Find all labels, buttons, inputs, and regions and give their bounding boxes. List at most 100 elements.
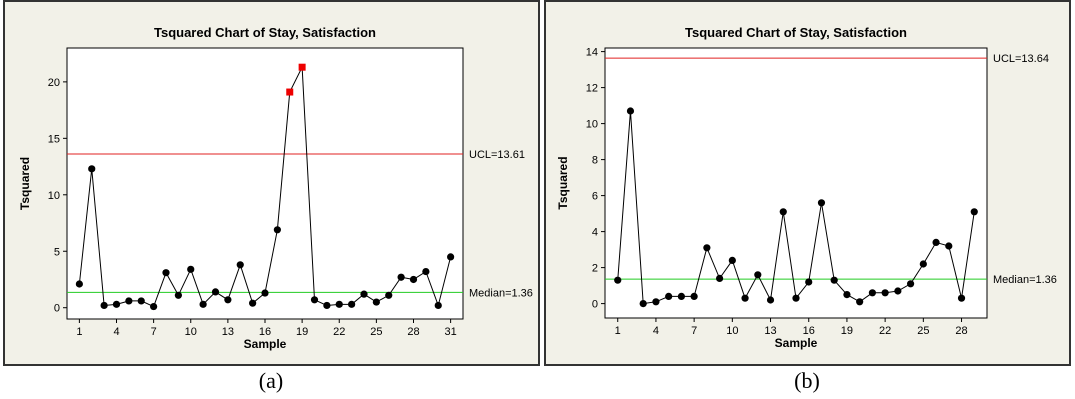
data-point [249,299,257,307]
y-tick-label: 10 [586,119,598,131]
x-tick-label: 22 [879,325,891,337]
data-point [677,292,685,300]
y-axis-label: Tsquared [556,156,570,209]
data-point [907,280,915,288]
data-point [690,292,698,300]
data-point [323,301,331,310]
data-point [187,265,195,273]
data-point [754,271,762,279]
tsquared-chart-a: Tsquared Chart of Stay, Satisfaction 0 5 10… [18,25,533,351]
x-tick-label: 25 [917,325,929,337]
y-tick-label: 12 [586,83,598,95]
data-point [75,280,83,288]
x-tick-label: 31 [445,326,457,338]
data-point [397,273,405,281]
data-point [273,226,281,234]
data-point [112,300,121,308]
data-point [150,302,158,311]
data-point [372,298,380,306]
data-point [385,291,393,299]
x-tick-label: 28 [955,325,967,337]
data-point [335,300,343,308]
outlier-point [298,63,306,71]
data-point [310,296,319,304]
data-point [125,297,133,305]
data-point [881,289,889,297]
data-point [639,300,647,308]
y-tick-label: 20 [48,77,60,89]
y-tick-label: 10 [48,190,60,202]
median-label: Median=1.36 [469,287,533,299]
data-point [422,267,430,276]
data-point [945,242,953,250]
data-point [766,296,775,304]
x-tick-label: 28 [407,326,419,338]
x-tick-label: 7 [691,325,697,337]
data-point [894,287,902,295]
data-point [174,291,182,299]
data-point [447,253,455,261]
x-tick-label: 19 [296,326,308,338]
ucl-label: UCL=13.61 [469,149,525,161]
x-tick-label: 13 [764,325,776,337]
data-point [236,261,244,269]
y-tick-label: 6 [592,191,598,203]
data-point [665,292,673,300]
chart-title: Tsquared Chart of Stay, Satisfaction [685,25,907,40]
y-tick-label: 0 [592,299,598,311]
data-point [817,199,826,207]
data-point [162,269,170,277]
data-point [626,107,635,115]
y-tick-label: 5 [54,246,60,258]
data-point [970,208,978,216]
x-axis-label: Sample [775,336,818,350]
data-point [211,288,220,296]
caption-a: (a) [258,368,284,393]
tsquared-chart-b: Tsquared Chart of Stay, Satisfaction 0 2 4 6… [556,25,1057,350]
data-point [614,276,622,284]
x-tick-label: 1 [615,325,621,337]
x-tick-label: 25 [370,326,382,338]
data-point [703,244,711,252]
data-point [88,165,96,173]
data-point [224,296,232,304]
outlier-point [286,88,294,96]
x-tick-label: 13 [222,326,234,338]
data-point [792,294,800,302]
x-tick-label: 1 [76,326,82,338]
x-tick-label: 22 [333,326,345,338]
chart-panel-a: Tsquared Chart of Stay, Satisfaction 0 5 10… [3,0,540,366]
data-point [728,256,736,264]
chart-panel-b: Tsquared Chart of Stay, Satisfaction 0 2 4 6… [544,0,1071,366]
chart-title: Tsquared Chart of Stay, Satisfaction [154,25,376,40]
x-tick-label: 16 [803,325,815,337]
y-tick-label: 0 [54,303,60,315]
data-point [868,289,876,297]
data-point [360,290,368,298]
data-point [409,275,418,284]
x-tick-label: 7 [151,326,157,338]
y-axis-label: Tsquared [18,157,32,210]
data-point [137,297,145,305]
x-tick-label: 19 [841,325,853,337]
caption-b: (b) [794,368,820,393]
x-tick-label: 10 [726,325,738,337]
x-tick-label: 4 [113,326,119,338]
data-point [652,298,660,306]
data-point [348,300,356,308]
x-tick-label: 4 [653,325,659,337]
y-tick-label: 8 [592,155,598,167]
data-point [100,301,108,310]
plot-area [66,47,464,320]
median-label: Median=1.36 [993,274,1057,286]
data-point [741,294,749,302]
data-point [716,274,724,282]
data-point [932,238,940,246]
data-point [856,298,864,306]
data-point [779,208,787,216]
data-point [261,289,269,297]
x-axis-label: Sample [244,337,287,351]
data-point [919,260,927,268]
data-point [957,294,966,302]
x-tick-label: 10 [185,326,197,338]
